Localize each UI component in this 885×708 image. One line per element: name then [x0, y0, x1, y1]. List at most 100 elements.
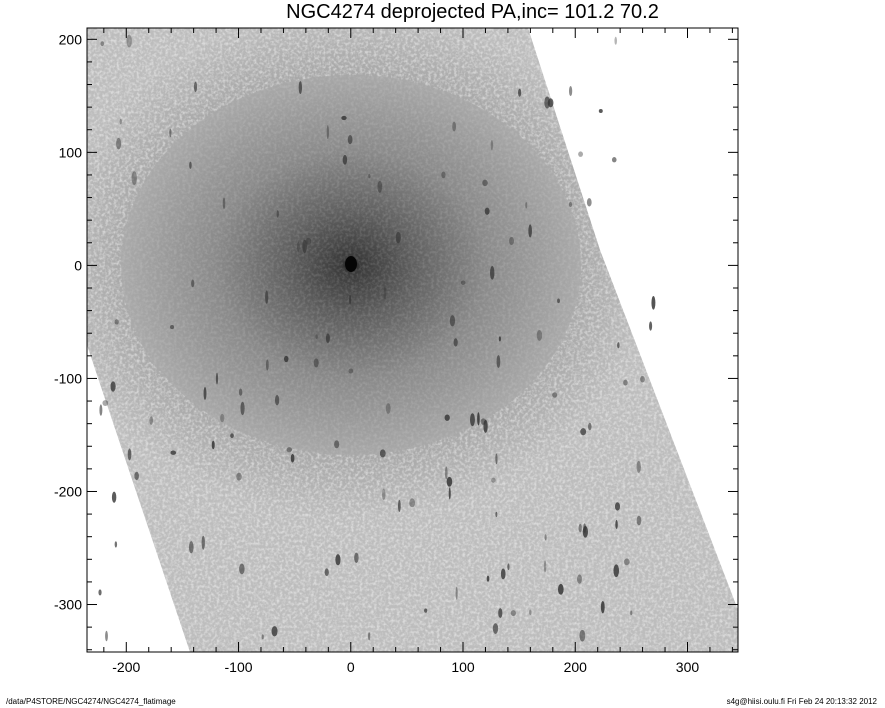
point-source	[302, 239, 307, 254]
point-source	[348, 368, 354, 374]
point-source	[354, 552, 359, 563]
x-tick-label: 0	[347, 659, 355, 675]
point-source	[98, 589, 102, 596]
point-source	[617, 342, 620, 349]
y-tick-label: 0	[74, 257, 82, 273]
point-source	[315, 334, 318, 339]
point-source	[341, 115, 347, 121]
point-source	[236, 472, 242, 481]
point-source	[385, 403, 391, 414]
x-tick-label: -200	[112, 659, 140, 675]
point-source	[368, 173, 371, 179]
point-source	[495, 511, 498, 518]
y-tick-label: -200	[54, 483, 82, 499]
point-source	[265, 359, 269, 371]
point-source	[630, 610, 633, 616]
point-source	[544, 534, 547, 541]
point-source	[586, 198, 592, 207]
point-source	[507, 563, 510, 571]
point-source	[547, 98, 554, 108]
point-source	[568, 85, 573, 97]
chart-title: NGC4274 deprojected PA,inc= 101.2 70.2	[286, 1, 659, 23]
point-source	[543, 560, 547, 573]
point-source	[313, 358, 319, 368]
point-source	[395, 231, 401, 244]
point-source	[284, 355, 289, 363]
galaxy-image	[87, 28, 738, 652]
point-source	[486, 575, 490, 582]
point-source	[615, 519, 618, 530]
point-source	[191, 279, 195, 288]
point-source	[170, 450, 177, 455]
point-source	[215, 372, 219, 385]
point-source	[510, 610, 516, 617]
point-source	[568, 201, 573, 208]
point-source	[453, 338, 458, 347]
point-source	[500, 568, 506, 580]
point-source	[347, 135, 353, 145]
point-source	[482, 179, 488, 187]
plot-frame	[86, 27, 739, 653]
point-source	[498, 336, 501, 342]
point-source	[528, 224, 532, 238]
point-source	[276, 210, 279, 218]
point-source	[100, 41, 105, 47]
point-source	[203, 386, 207, 400]
point-source	[448, 487, 451, 500]
point-source	[588, 422, 592, 431]
point-source	[126, 34, 132, 48]
point-source	[460, 280, 466, 285]
point-source	[110, 381, 116, 392]
point-source	[580, 428, 587, 436]
point-source	[557, 583, 564, 595]
point-source	[496, 355, 501, 368]
point-source	[614, 36, 617, 45]
galaxy-nucleus	[345, 256, 357, 272]
point-source	[189, 161, 192, 169]
point-source	[611, 157, 617, 163]
point-source	[444, 466, 448, 480]
point-source	[483, 419, 488, 433]
point-source	[509, 236, 514, 246]
point-source	[201, 535, 205, 550]
point-source	[383, 286, 387, 300]
point-source	[326, 125, 329, 140]
point-source	[649, 321, 653, 331]
point-source	[222, 197, 226, 210]
point-source	[577, 574, 582, 584]
point-source	[651, 296, 656, 310]
point-source	[640, 375, 645, 383]
point-source	[193, 81, 198, 93]
point-source	[265, 290, 269, 304]
point-source	[131, 171, 137, 185]
point-source	[298, 81, 303, 94]
y-tick-label: 100	[59, 144, 83, 160]
point-source	[296, 241, 300, 252]
point-source	[324, 568, 329, 576]
point-source	[379, 449, 386, 458]
point-source	[600, 600, 605, 614]
point-source	[335, 554, 341, 566]
y-tick-label: 200	[59, 31, 83, 47]
point-source	[490, 139, 494, 151]
point-source	[127, 448, 132, 461]
point-source	[290, 453, 295, 463]
point-source	[342, 154, 348, 165]
point-source	[169, 128, 172, 138]
point-source	[484, 207, 490, 215]
point-source	[498, 608, 503, 618]
point-source	[623, 558, 630, 566]
footer-path: /data/P4STORE/NGC4274/NGC4274_flatimage	[6, 697, 176, 706]
point-source	[489, 265, 495, 280]
point-source	[583, 523, 587, 533]
point-source	[149, 416, 154, 425]
point-source	[614, 502, 621, 511]
point-source	[382, 488, 386, 501]
point-source	[636, 460, 641, 473]
point-source	[579, 629, 586, 642]
point-source	[409, 498, 416, 508]
point-source	[114, 541, 118, 548]
x-tick-label: 300	[676, 659, 700, 675]
point-source	[334, 440, 340, 449]
point-source	[368, 632, 371, 641]
